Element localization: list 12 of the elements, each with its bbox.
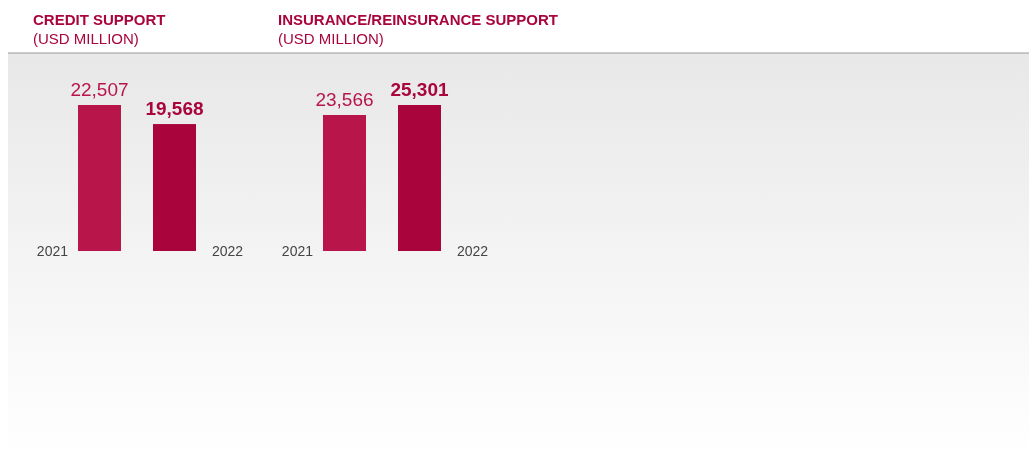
x-tick-label: 2021 [281,242,314,259]
x-tick-label: 2021 [36,242,69,259]
x-tick-label: 2022 [212,242,244,259]
x-tick-label: 2022 [457,242,489,259]
data-label: 25,301 [390,79,449,100]
chart-subtitle: (USD MILLION) [33,30,139,47]
chart-title: CREDIT SUPPORT [33,11,166,28]
data-label: 22,507 [70,79,129,100]
chart-subtitle: (USD MILLION) [278,30,384,47]
data-label: 19,568 [145,98,204,120]
data-label: 23,566 [315,89,374,111]
chart-title: INSURANCE/REINSURANCE SUPPORT [278,11,559,28]
